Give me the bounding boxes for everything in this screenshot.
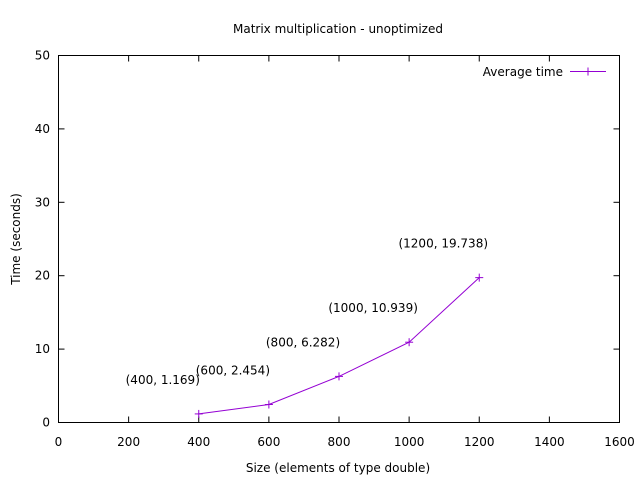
data-label: (400, 1.169) <box>126 373 200 387</box>
x-tick-label: 1000 <box>394 435 425 449</box>
data-label: (1000, 10.939) <box>328 301 418 315</box>
y-tick-label: 0 <box>42 416 50 430</box>
data-point <box>475 273 484 282</box>
data-point <box>405 338 414 347</box>
legend: Average time <box>483 65 606 79</box>
y-tick-label: 40 <box>35 122 50 136</box>
x-axis-label: Size (elements of type double) <box>246 461 430 475</box>
series-layer <box>194 273 484 418</box>
chart-title: Matrix multiplication - unoptimized <box>233 22 443 36</box>
data-label: (800, 6.282) <box>266 335 340 349</box>
x-tick-label: 400 <box>187 435 210 449</box>
plot-frame <box>58 55 620 423</box>
y-tick-label: 50 <box>35 49 50 63</box>
y-tick-label: 10 <box>35 342 50 356</box>
x-tick-label: 600 <box>257 435 280 449</box>
x-tick-label: 0 <box>55 435 63 449</box>
x-axis: 0 200 400 600 800 1000 1200 1400 1600 <box>55 55 635 449</box>
legend-label: Average time <box>483 65 563 79</box>
data-label: (600, 2.454) <box>196 363 270 377</box>
data-point <box>194 409 203 418</box>
x-tick-label: 1400 <box>534 435 565 449</box>
x-tick-label: 800 <box>328 435 351 449</box>
data-label: (1200, 19.738) <box>398 237 488 251</box>
y-tick-label: 30 <box>35 195 50 209</box>
x-tick-label: 1600 <box>604 435 635 449</box>
y-axis-label: Time (seconds) <box>9 193 23 286</box>
y-axis: 0 10 20 30 40 50 <box>35 49 620 430</box>
data-point <box>335 372 343 381</box>
y-tick-label: 20 <box>35 269 50 283</box>
legend-marker <box>584 67 592 76</box>
x-tick-label: 1200 <box>464 435 495 449</box>
x-tick-label: 200 <box>117 435 140 449</box>
data-point <box>264 400 273 409</box>
annotation-layer: (400, 1.169)(600, 2.454) (800, 6.282) (100… <box>126 237 488 387</box>
